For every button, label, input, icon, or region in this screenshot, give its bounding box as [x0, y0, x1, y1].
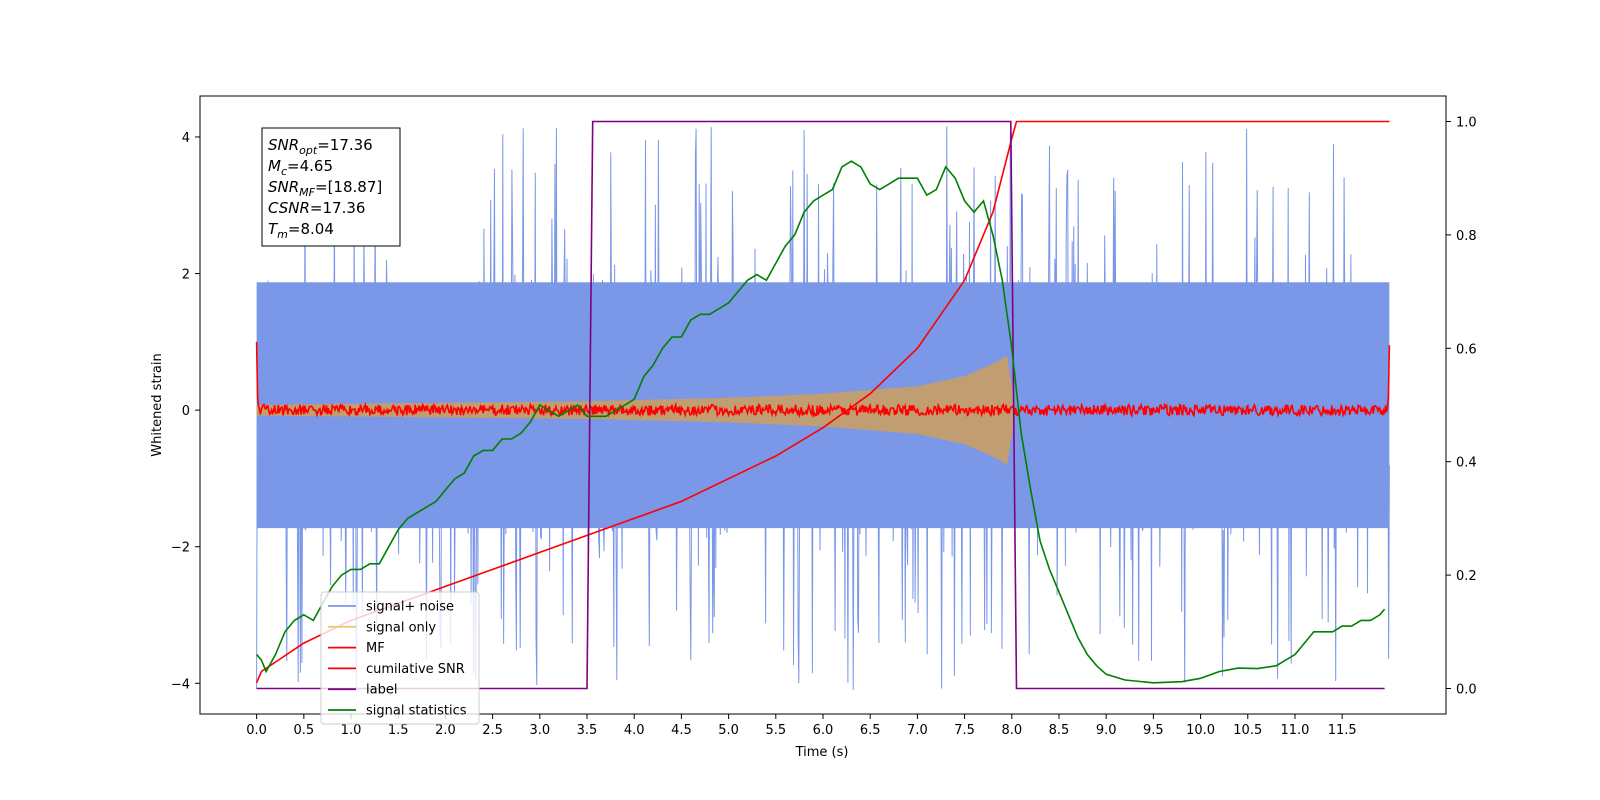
x-tick-label: 8.5	[1049, 723, 1070, 738]
x-tick-label: 6.0	[813, 723, 834, 738]
annotation-line: Tm=8.04	[268, 220, 334, 241]
x-tick-label: 7.0	[907, 723, 928, 738]
x-tick-label: 4.5	[671, 723, 692, 738]
x-tick-label: 3.0	[529, 723, 550, 738]
legend-label: label	[366, 683, 397, 698]
annotation-box: SNRopt=17.36Mc=4.65SNRMF=[18.87]CSNR=17.…	[261, 127, 401, 247]
y-axis-right: 0.0 0.2 0.4 0.6 0.8 1.0	[1446, 116, 1477, 697]
x-tick-label: 8.0	[1001, 723, 1022, 738]
x-tick-label: 7.5	[954, 723, 975, 738]
annotation-value: =8.04	[288, 220, 334, 238]
x-tick-label: 5.0	[718, 723, 739, 738]
series-mf	[255, 341, 1391, 419]
y-axis-left: −4 −2 0 2 4	[171, 131, 200, 692]
legend-label: signal only	[366, 620, 436, 635]
annotation-symbol: M	[268, 157, 281, 175]
x-axis-label: Time (s)	[795, 745, 849, 760]
signal-statistics-line	[255, 160, 1386, 684]
annotation-symbol: T	[268, 220, 279, 238]
x-tick-label: 1.5	[388, 723, 409, 738]
legend-frame	[320, 591, 480, 725]
y2-tick-label: 0.4	[1456, 456, 1477, 471]
annotation-value: =[18.87]	[315, 178, 382, 196]
y2-tick-label: 0.8	[1456, 229, 1477, 244]
x-tick-label: 9.5	[1143, 723, 1164, 738]
annotation-value: =17.36	[317, 136, 373, 154]
x-tick-label: 5.5	[765, 723, 786, 738]
mf-trace	[255, 341, 1391, 419]
x-tick-label: 11.0	[1280, 723, 1309, 738]
x-tick-label: 2.5	[482, 723, 503, 738]
legend-label: signal+ noise	[366, 600, 454, 615]
y-tick-label: 4	[182, 131, 190, 146]
x-tick-label: 6.5	[860, 723, 881, 738]
y2-tick-label: 0.0	[1456, 682, 1477, 697]
annotation-line: Mc=4.65	[268, 157, 333, 178]
y-tick-label: 2	[182, 268, 190, 283]
y2-tick-label: 1.0	[1456, 116, 1477, 131]
legend-label: MF	[366, 641, 385, 656]
y-axis-label: Whitened strain	[150, 353, 165, 456]
annotation-subscript: MF	[299, 186, 315, 199]
annotation-subscript: c	[281, 165, 287, 178]
label-line	[256, 120, 1385, 690]
x-tick-label: 3.5	[577, 723, 598, 738]
annotation-symbol: CSNR	[268, 199, 310, 217]
legend-label: cumilative SNR	[366, 662, 465, 677]
annotation-symbol: SNR	[268, 136, 299, 154]
y-tick-label: −2	[171, 541, 190, 556]
x-axis: 0.0 0.5 1.0 1.5 2.0 2.5 3.0 3.5 4.0 4.5 5.0 5.5 6.0 6…	[246, 714, 1357, 738]
x-tick-label: 0.5	[293, 723, 314, 738]
x-tick-label: 0.0	[246, 723, 267, 738]
x-tick-label: 9.0	[1096, 723, 1117, 738]
y2-tick-label: 0.2	[1456, 569, 1477, 584]
annotation-frame	[261, 127, 401, 247]
x-tick-label: 1.0	[341, 723, 362, 738]
x-tick-label: 2.0	[435, 723, 456, 738]
annotation-subscript: m	[277, 228, 288, 241]
annotation-value: =17.36	[310, 199, 366, 217]
annotation-symbol: SNR	[268, 178, 299, 196]
y-tick-label: −4	[171, 677, 190, 692]
y-tick-label: 0	[182, 404, 190, 419]
y2-tick-label: 0.6	[1456, 342, 1477, 357]
x-tick-label: 10.0	[1186, 723, 1215, 738]
x-tick-label: 11.5	[1328, 723, 1357, 738]
x-tick-label: 10.5	[1233, 723, 1262, 738]
annotation-line: CSNR=17.36	[268, 199, 365, 217]
annotation-line: SNRopt=17.36	[268, 136, 373, 157]
annotation-subscript: opt	[299, 144, 318, 157]
legend: signal+ noise signal only MF cumilative SNR…	[320, 591, 480, 725]
annotation-line: SNRMF=[18.87]	[268, 178, 382, 199]
legend-label: signal statistics	[366, 704, 467, 719]
annotation-value: =4.65	[287, 157, 333, 175]
x-tick-label: 4.0	[624, 723, 645, 738]
